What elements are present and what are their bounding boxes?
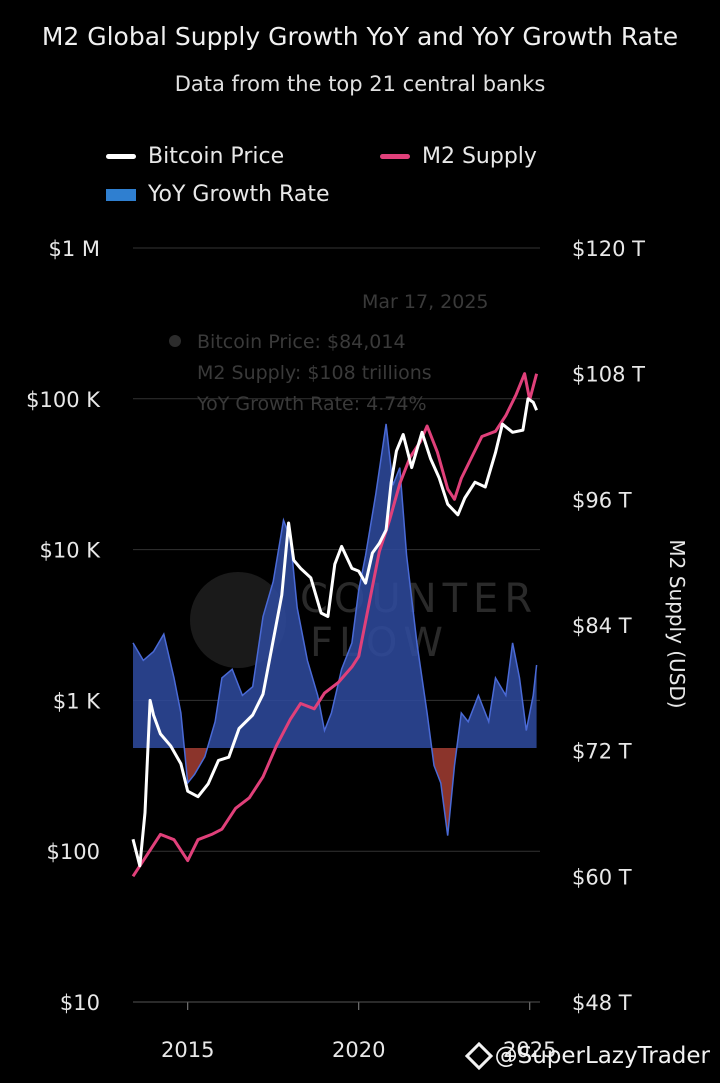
- x-tick-label: 2020: [332, 1038, 385, 1062]
- tooltip-bitcoin: Bitcoin Price: $84,014: [197, 331, 406, 353]
- legend-bitcoin-swatch: [106, 154, 136, 159]
- left-tick-label: $10: [60, 991, 100, 1015]
- tooltip: Mar 17, 2025 Bitcoin Price: $84,014 M2 S…: [169, 291, 489, 415]
- x-tick-label: 2015: [161, 1038, 214, 1062]
- left-tick-label: $100: [47, 840, 100, 864]
- left-tick-label: $100 K: [26, 388, 101, 412]
- x-tick-label: 2025: [503, 1038, 556, 1062]
- chart-title: M2 Global Supply Growth YoY and YoY Grow…: [41, 22, 679, 51]
- bitcoin-price-line: [131, 397, 538, 868]
- right-tick-label: $48 T: [572, 991, 632, 1015]
- right-tick-label: $60 T: [572, 865, 632, 889]
- right-tick-label: $96 T: [572, 488, 632, 512]
- right-tick-label: $108 T: [572, 363, 645, 387]
- right-tick-label: $84 T: [572, 614, 632, 638]
- axis-layer: $10 $100 $1 K $10 K $100 K $1 M $48 T $60 T $72 …: [26, 237, 645, 1062]
- tooltip-date: Mar 17, 2025: [362, 291, 489, 313]
- watermark-line1: COUNTER: [300, 576, 538, 622]
- left-tick-label: $1 K: [53, 689, 101, 713]
- legend-bitcoin-label: Bitcoin Price: [148, 144, 285, 169]
- legend-yoy-label: YoY Growth Rate: [148, 182, 330, 207]
- binance-square-icon: [464, 1041, 493, 1071]
- chart-subtitle: Data from the top 21 central banks: [174, 72, 546, 96]
- credit-text: @SuperLazyTrader: [494, 1043, 710, 1069]
- legend-m2[interactable]: M2 Supply: [380, 144, 537, 169]
- tooltip-bitcoin-dot-icon: [169, 335, 181, 347]
- legend-yoy-swatch: [106, 188, 136, 201]
- legend-bitcoin[interactable]: Bitcoin Price: [106, 144, 284, 169]
- tooltip-m2: M2 Supply: $108 trillions: [197, 362, 432, 384]
- right-axis-label: M2 Supply (USD): [665, 539, 689, 708]
- legend-m2-label: M2 Supply: [422, 144, 537, 169]
- legend-m2-swatch: [380, 154, 410, 159]
- right-tick-label: $72 T: [572, 740, 632, 764]
- credit: @SuperLazyTrader: [464, 1041, 710, 1071]
- yoy-area-layer: [132, 423, 538, 836]
- left-tick-label: $10 K: [39, 539, 101, 563]
- legend-yoy[interactable]: YoY Growth Rate: [106, 182, 329, 207]
- m2-supply-line: [131, 372, 539, 878]
- right-tick-label: $120 T: [572, 237, 645, 261]
- yoy-line: [132, 423, 538, 836]
- lines-layer: [131, 372, 539, 878]
- yoy-area-positive: [133, 423, 537, 748]
- left-tick-label: $1 M: [48, 237, 100, 261]
- tooltip-yoy: YoY Growth Rate: 4.74%: [196, 393, 427, 415]
